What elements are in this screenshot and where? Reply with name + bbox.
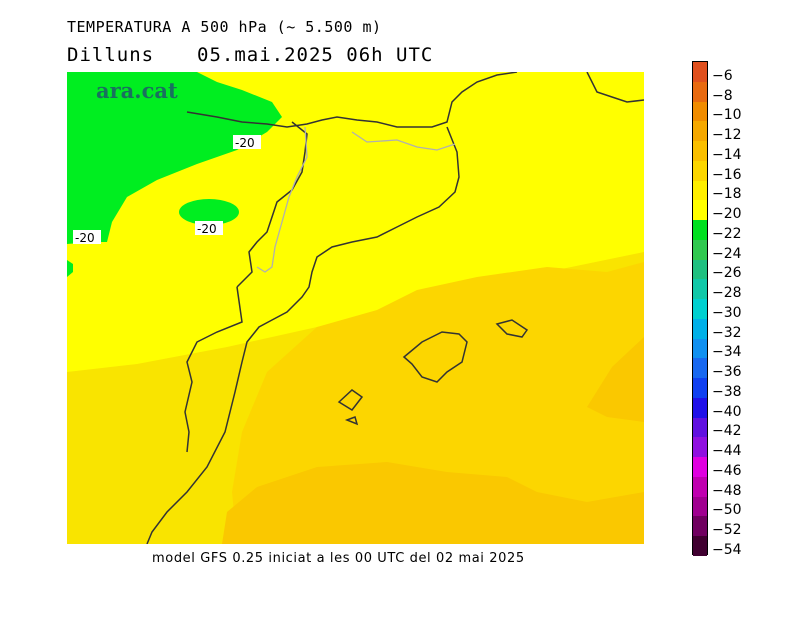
legend-swatch bbox=[693, 299, 707, 320]
field-minus22-edge bbox=[67, 260, 73, 277]
formentera bbox=[344, 416, 359, 426]
legend-label: −14 bbox=[712, 146, 742, 163]
legend-label: −6 bbox=[712, 67, 733, 84]
legend-swatch bbox=[693, 239, 707, 261]
ibiza bbox=[337, 389, 364, 411]
legend-swatch bbox=[693, 496, 707, 517]
forecast-datetime: 05.mai.2025 06h UTC bbox=[197, 44, 434, 66]
legend-label: −54 bbox=[712, 542, 742, 558]
legend-label: −50 bbox=[712, 502, 742, 519]
legend-swatch bbox=[693, 101, 707, 122]
legend-swatch bbox=[693, 378, 707, 399]
legend-swatch bbox=[693, 417, 707, 438]
legend-label: −26 bbox=[712, 265, 742, 282]
contour-label: -20 bbox=[197, 222, 217, 236]
legend-swatch bbox=[693, 160, 707, 182]
legend-swatch bbox=[693, 81, 707, 102]
field-minus14-patch-east bbox=[587, 337, 644, 422]
legend-swatch bbox=[693, 397, 707, 419]
legend-swatch bbox=[693, 358, 707, 379]
catalonia-coast bbox=[146, 126, 460, 544]
coast-valencia bbox=[184, 286, 243, 453]
legend-swatch bbox=[693, 62, 707, 83]
forecast-day: Dilluns bbox=[67, 44, 155, 66]
legend-label: −52 bbox=[712, 522, 742, 539]
contour-label: -20 bbox=[75, 231, 95, 245]
legend-swatch bbox=[693, 457, 707, 478]
coastline bbox=[186, 72, 518, 128]
mallorca bbox=[402, 331, 468, 383]
chart-title: TEMPERATURA A 500 hPa (~ 5.500 m) bbox=[67, 18, 382, 36]
color-legend-bar bbox=[692, 61, 708, 557]
legend-label: −24 bbox=[712, 245, 742, 262]
legend-swatch bbox=[693, 516, 707, 537]
model-info: model GFS 0.25 iniciat a les 00 UTC del … bbox=[152, 551, 525, 566]
menorca bbox=[495, 319, 529, 338]
legend-swatch bbox=[693, 259, 707, 280]
legend-label: −46 bbox=[712, 462, 742, 479]
legend-label: −18 bbox=[712, 186, 742, 203]
legend-swatch bbox=[693, 338, 707, 359]
legend-label: −22 bbox=[712, 225, 742, 242]
legend-swatch bbox=[693, 318, 707, 340]
border-france-spain bbox=[236, 121, 308, 288]
legend-label: −28 bbox=[712, 285, 742, 302]
legend-swatch bbox=[693, 279, 707, 300]
legend-label: −40 bbox=[712, 403, 742, 420]
legend-swatch bbox=[693, 180, 707, 201]
legend-label: −42 bbox=[712, 423, 742, 440]
legend-label: −20 bbox=[712, 206, 742, 223]
legend-label: −30 bbox=[712, 304, 742, 321]
legend-swatch bbox=[693, 536, 707, 557]
legend-swatch bbox=[693, 121, 707, 142]
ara-cat-logo: ara.cat bbox=[96, 78, 178, 103]
province-border-west bbox=[256, 126, 308, 273]
chart-subtitle: Dilluns 05.mai.2025 06h UTC bbox=[67, 44, 432, 66]
contour-label: -20 bbox=[235, 136, 255, 150]
legend-swatch bbox=[693, 141, 707, 162]
legend-label: −38 bbox=[712, 383, 742, 400]
legend-label: −36 bbox=[712, 364, 742, 381]
field-minus22-region bbox=[67, 72, 282, 244]
field-minus14-patch bbox=[222, 462, 644, 544]
legend-swatch bbox=[693, 476, 707, 498]
legend-label: −8 bbox=[712, 87, 733, 104]
legend-label: −34 bbox=[712, 344, 742, 361]
legend-label: −10 bbox=[712, 107, 742, 124]
coastline-east bbox=[586, 72, 644, 103]
legend-label: −48 bbox=[712, 482, 742, 499]
legend-label: −44 bbox=[712, 443, 742, 460]
legend-swatch bbox=[693, 437, 707, 458]
province-border-north bbox=[351, 131, 456, 151]
legend-label: −16 bbox=[712, 166, 742, 183]
field-minus22-blob bbox=[179, 199, 239, 225]
legend-label: −12 bbox=[712, 127, 742, 144]
legend-swatch bbox=[693, 220, 707, 241]
legend-swatch bbox=[693, 200, 707, 221]
legend-label: −32 bbox=[712, 324, 742, 341]
temperature-map: -20 -20 -20 bbox=[67, 72, 644, 544]
